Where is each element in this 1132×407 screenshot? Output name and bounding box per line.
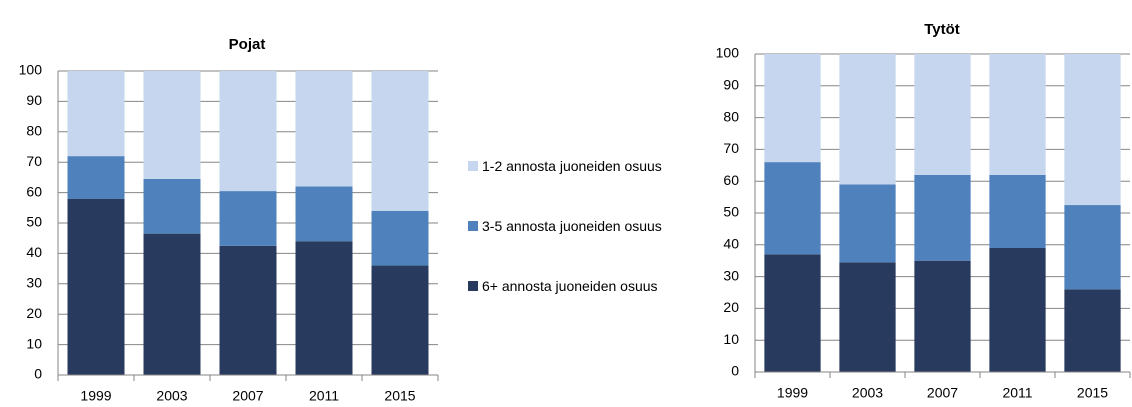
y-tick-label: 40 (723, 236, 739, 252)
y-tick-label: 20 (26, 305, 42, 321)
chart-title: Pojat (229, 36, 266, 53)
x-tick-label: 2011 (1002, 385, 1032, 401)
y-tick-label: 60 (26, 183, 42, 199)
bar-segment (989, 247, 1046, 372)
bar-segment (764, 254, 821, 372)
y-tick-label: 80 (26, 123, 42, 139)
x-tick-label: 2007 (927, 385, 958, 401)
x-tick-label: 2015 (1077, 385, 1108, 401)
y-tick-label: 50 (723, 204, 739, 220)
x-tick-label: 2007 (232, 388, 263, 404)
x-tick-label: 2003 (156, 388, 187, 404)
bar-segment (219, 191, 277, 246)
legend-swatch (468, 161, 478, 171)
bar-segment (219, 71, 277, 192)
x-tick-label: 1999 (80, 388, 111, 404)
bar-segment (839, 262, 896, 372)
bar-segment (67, 156, 125, 199)
legend-swatch (468, 221, 478, 231)
y-tick-label: 100 (19, 62, 43, 78)
bar-segment (764, 162, 821, 255)
bar-segment (914, 174, 971, 261)
bar-segment (67, 71, 125, 157)
bar-segment (67, 198, 125, 375)
y-tick-label: 40 (26, 244, 42, 260)
y-tick-label: 10 (723, 331, 739, 347)
x-tick-label: 2011 (309, 388, 339, 404)
y-tick-label: 60 (723, 172, 739, 188)
y-tick-label: 10 (26, 335, 42, 351)
bar-segment (1064, 205, 1121, 290)
bar-segment (989, 54, 1046, 175)
legend-entry: 1-2 annosta juoneiden osuus (468, 155, 673, 177)
y-tick-label: 100 (716, 45, 740, 61)
bar-segment (839, 184, 896, 263)
y-tick-label: 30 (723, 267, 739, 283)
legend-label: 3-5 annosta juoneiden osuus (482, 218, 662, 234)
legend-label: 6+ annosta juoneiden osuus (482, 278, 658, 294)
bar-segment (1064, 289, 1121, 372)
y-tick-label: 0 (731, 363, 739, 379)
x-tick-label: 2015 (384, 388, 415, 404)
chart-title: Tytöt (924, 21, 960, 38)
bar-segment (914, 260, 971, 372)
x-tick-label: 2003 (852, 385, 883, 401)
y-tick-label: 90 (723, 77, 739, 93)
y-tick-label: 50 (26, 214, 42, 230)
legend-label: 1-2 annosta juoneiden osuus (482, 158, 662, 174)
y-tick-label: 70 (26, 153, 42, 169)
bar-segment (989, 174, 1046, 248)
bar-segment (839, 54, 896, 185)
y-tick-label: 30 (26, 275, 42, 291)
bar-segment (143, 71, 201, 179)
x-tick-label: 1999 (777, 385, 808, 401)
bar-segment (219, 245, 277, 375)
legend-entry: 3-5 annosta juoneiden osuus (468, 215, 673, 237)
legend-swatch (468, 281, 478, 291)
bar-segment (371, 265, 429, 375)
bar-segment (143, 233, 201, 375)
bar-segment (764, 54, 821, 163)
bar-segment (371, 71, 429, 211)
y-tick-label: 0 (34, 366, 42, 382)
bar-segment (371, 210, 429, 266)
y-tick-label: 70 (723, 140, 739, 156)
y-tick-label: 80 (723, 108, 739, 124)
legend-entry: 6+ annosta juoneiden osuus (468, 275, 673, 297)
bar-segment (295, 186, 353, 242)
bar-segment (295, 71, 353, 187)
y-tick-label: 90 (26, 92, 42, 108)
bar-segment (295, 241, 353, 375)
bar-segment (914, 54, 971, 175)
y-tick-label: 20 (723, 299, 739, 315)
bar-segment (1064, 54, 1121, 206)
bar-segment (143, 178, 201, 234)
